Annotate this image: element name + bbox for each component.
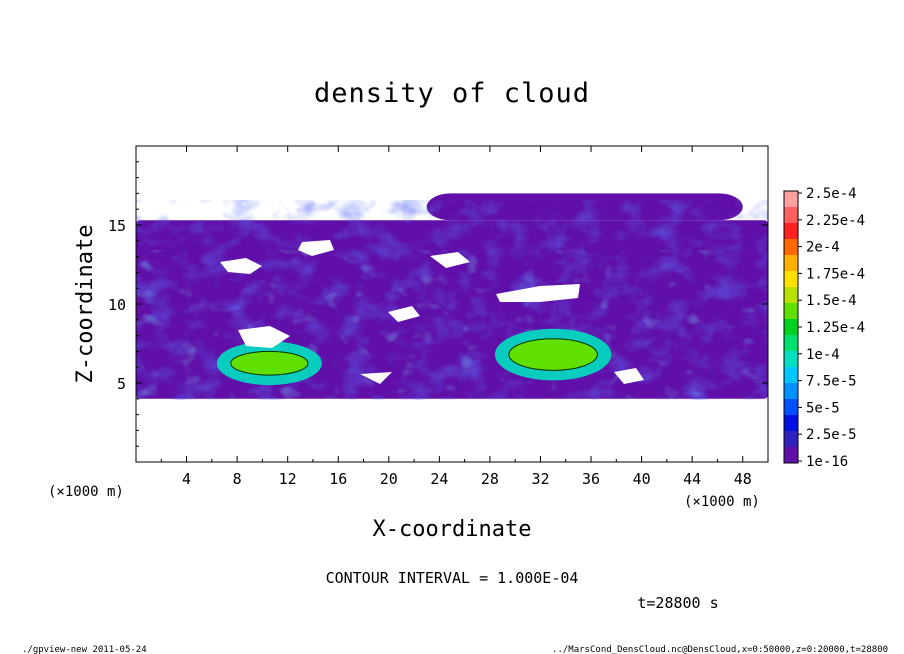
colorbar-swatch (784, 351, 798, 368)
gap (360, 372, 392, 384)
gap (388, 306, 420, 322)
colorbar-swatch (784, 335, 798, 352)
colorbar-swatch (784, 271, 798, 288)
high-density-regions (216, 328, 612, 386)
colorbar-label: 1e-4 (806, 347, 840, 363)
x-tick-label: 12 (279, 470, 297, 488)
x-tick-label: 8 (233, 470, 242, 488)
footer-left: ./gpview-new 2011-05-24 (22, 645, 147, 654)
colorbar-label: 7.5e-5 (806, 374, 857, 390)
x-unit-label-left: (×1000 m) (48, 484, 124, 500)
colorbar-swatch (784, 431, 798, 448)
colorbar-swatch (784, 207, 798, 224)
y-tick-label: 15 (108, 217, 126, 235)
x-tick-label: 4 (182, 470, 191, 488)
x-tick-label: 40 (633, 470, 651, 488)
field-region-2 (230, 350, 309, 376)
field-region-3 (508, 338, 598, 371)
colorbar-swatch (784, 191, 798, 208)
gap (496, 284, 580, 302)
gap (430, 252, 470, 268)
colorbar-swatch (784, 303, 798, 320)
colorbar-swatch (784, 239, 798, 256)
chart-title: density of cloud (314, 78, 590, 109)
colorbar-swatch (784, 287, 798, 304)
colorbar-swatch (784, 319, 798, 336)
colorbar-label: 1.75e-4 (806, 266, 865, 282)
x-tick-label: 36 (582, 470, 600, 488)
colorbar-label: 1e-16 (806, 454, 848, 470)
field-layer (136, 193, 768, 400)
x-tick-label: 28 (481, 470, 499, 488)
colorbar-label: 5e-5 (806, 400, 840, 416)
cloud-free-gaps (220, 240, 644, 384)
colorbar-label: 2e-4 (806, 240, 840, 256)
colorbar-swatch (784, 415, 798, 432)
colorbar-swatch (784, 367, 798, 384)
gap (298, 240, 334, 256)
x-tick-label: 32 (531, 470, 549, 488)
colorbar-label: 2.5e-5 (806, 427, 857, 443)
y-axis-ticks: 5 10 15 (108, 161, 768, 447)
x-axis-label: X-coordinate (373, 517, 532, 542)
colorbar-swatch (784, 223, 798, 240)
colorbar: 2.5e-4 2.25e-4 2e-4 1.75e-4 1.5e-4 1.25e-4 1e-… (783, 186, 865, 470)
colorbar-label: 1.5e-4 (806, 293, 857, 309)
x-tick-label: 48 (734, 470, 752, 488)
colorbar-swatch (784, 383, 798, 400)
colorbar-label: 2.5e-4 (806, 186, 857, 202)
y-axis-label: Z-coordinate (73, 225, 98, 384)
colorbar-label: 2.25e-4 (806, 213, 865, 229)
footer-right: ../MarsCond_DensCloud.nc@DensCloud,x=0:5… (552, 645, 888, 654)
colorbar-swatch (784, 447, 798, 464)
x-tick-label: 44 (683, 470, 701, 488)
x-unit-label-right: (×1000 m) (684, 494, 760, 510)
x-axis-ticks: 4 8 12 16 20 24 28 32 36 40 44 48 (160, 146, 752, 488)
x-tick-label: 24 (430, 470, 448, 488)
time-label: t=28800 s (637, 594, 718, 612)
gap (238, 326, 290, 348)
colorbar-swatch (784, 255, 798, 272)
gap (220, 258, 262, 274)
y-tick-label: 5 (117, 375, 126, 393)
y-tick-label: 10 (108, 296, 126, 314)
contour-interval: CONTOUR INTERVAL = 1.000E-04 (326, 569, 579, 587)
x-tick-label: 16 (329, 470, 347, 488)
colorbar-swatch (784, 399, 798, 416)
x-tick-label: 20 (380, 470, 398, 488)
gap (614, 368, 644, 384)
colorbar-label: 1.25e-4 (806, 320, 865, 336)
